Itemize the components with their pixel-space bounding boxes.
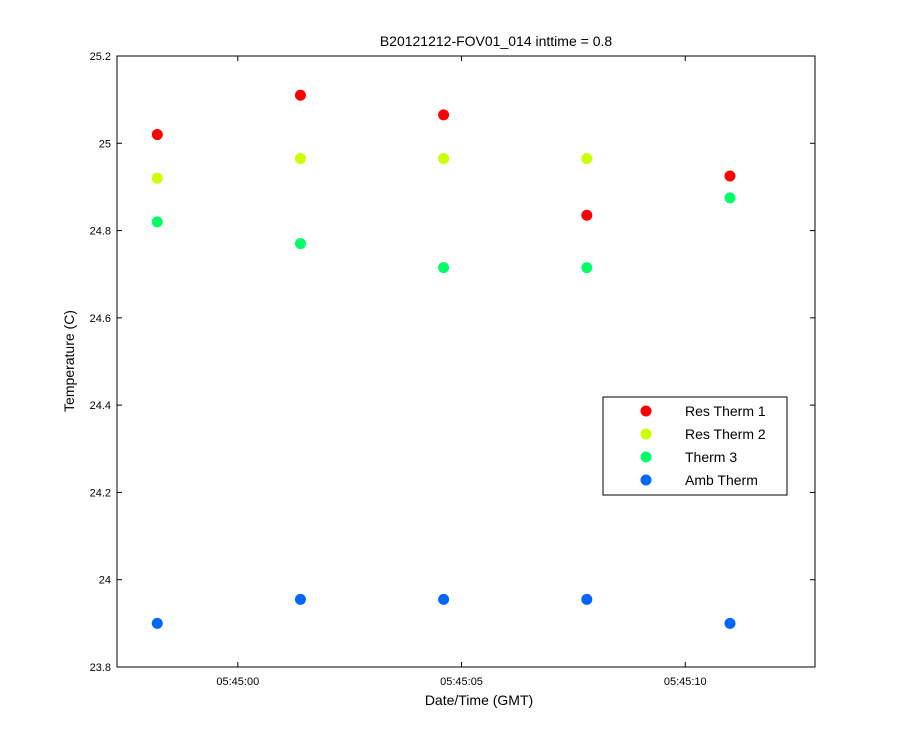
x-axis-label: Date/Time (GMT) xyxy=(425,692,533,708)
point-therm-3 xyxy=(724,192,736,204)
y-tick-label: 23.8 xyxy=(90,662,111,674)
point-res-therm-2 xyxy=(294,153,306,165)
legend-marker-res-therm-1 xyxy=(640,405,652,417)
point-therm-3 xyxy=(438,262,450,274)
y-tick-label: 24.8 xyxy=(90,226,111,238)
point-res-therm-1 xyxy=(438,109,450,121)
y-tick-label: 24 xyxy=(99,575,111,587)
legend-label-res-therm-2: Res Therm 2 xyxy=(685,426,766,442)
point-amb-therm xyxy=(294,593,306,605)
point-therm-3 xyxy=(151,216,163,228)
point-res-therm-2 xyxy=(151,172,163,184)
point-res-therm-2 xyxy=(438,153,450,165)
point-res-therm-1 xyxy=(151,129,163,141)
legend-marker-therm-3 xyxy=(640,451,652,463)
point-res-therm-2 xyxy=(581,153,593,165)
axis-ticks: 23.8 24 24.2 24.4 24.6 24.8 25 25.2 05:45:00 05:4… xyxy=(90,51,815,688)
chart-title: B20121212-FOV01_014 inttime = 0.8 xyxy=(380,33,613,49)
x-tick-label: 05:45:00 xyxy=(216,676,259,688)
point-amb-therm xyxy=(724,617,736,629)
y-tick-label: 25.2 xyxy=(90,51,111,63)
y-tick-label: 25 xyxy=(99,138,111,150)
legend-label-therm-3: Therm 3 xyxy=(685,449,737,465)
legend-label-res-therm-1: Res Therm 1 xyxy=(685,403,766,419)
data-points xyxy=(151,89,736,629)
plot-area xyxy=(116,55,816,668)
point-res-therm-1 xyxy=(724,170,736,182)
point-amb-therm xyxy=(151,617,163,629)
point-res-therm-1 xyxy=(581,209,593,221)
legend: Res Therm 1 Res Therm 2 Therm 3 Amb Therm xyxy=(602,396,788,496)
legend-marker-amb-therm xyxy=(640,474,652,486)
point-amb-therm xyxy=(438,593,450,605)
legend-box xyxy=(602,396,788,496)
point-res-therm-1 xyxy=(294,89,306,101)
point-therm-3 xyxy=(581,262,593,274)
legend-marker-res-therm-2 xyxy=(640,428,652,440)
point-amb-therm xyxy=(581,593,593,605)
x-tick-label: 05:45:10 xyxy=(664,676,707,688)
point-therm-3 xyxy=(294,238,306,250)
y-tick-label: 24.4 xyxy=(90,400,111,412)
legend-label-amb-therm: Amb Therm xyxy=(685,472,758,488)
y-tick-label: 24.2 xyxy=(90,487,111,499)
y-tick-label: 24.6 xyxy=(90,313,111,325)
x-tick-label: 05:45:05 xyxy=(440,676,483,688)
y-axis-label: Temperature (C) xyxy=(61,310,77,412)
